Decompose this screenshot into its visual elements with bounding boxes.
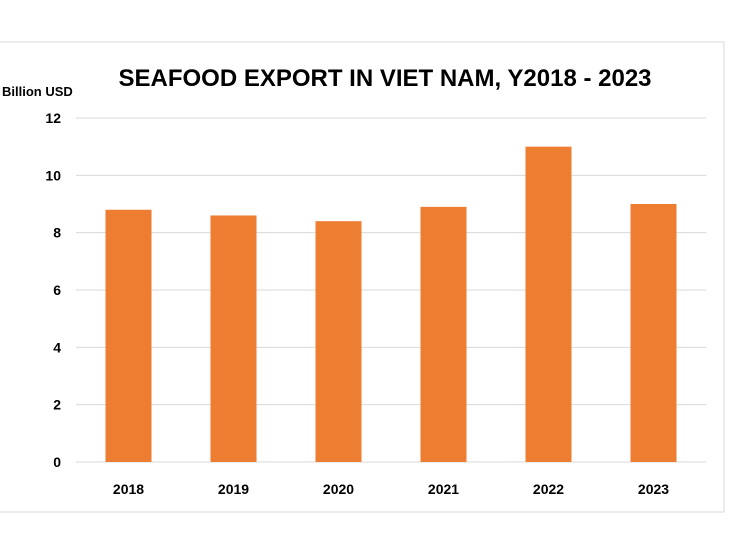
chart-title: SEAFOOD EXPORT IN VIET NAM, Y2018 - 2023 bbox=[118, 65, 651, 92]
x-tick-label-2018: 2018 bbox=[113, 481, 144, 497]
bar-2023 bbox=[630, 204, 677, 462]
bar-2019 bbox=[210, 215, 257, 462]
y-axis-ticks: 0 2 4 6 8 10 12 bbox=[45, 110, 61, 470]
bar-2022 bbox=[525, 146, 572, 462]
y-tick-label-8: 8 bbox=[53, 225, 61, 241]
x-tick-label-2020: 2020 bbox=[323, 481, 354, 497]
bar-2020 bbox=[315, 221, 362, 462]
chart-border bbox=[0, 41, 725, 513]
y-tick-label-6: 6 bbox=[53, 282, 61, 298]
x-tick-label-2023: 2023 bbox=[638, 481, 669, 497]
y-tick-label-2: 2 bbox=[53, 397, 61, 413]
x-tick-label-2022: 2022 bbox=[533, 481, 564, 497]
y-tick-label-10: 10 bbox=[45, 167, 61, 183]
y-tick-label-4: 4 bbox=[53, 339, 61, 355]
x-tick-label-2019: 2019 bbox=[218, 481, 249, 497]
y-tick-label-0: 0 bbox=[53, 454, 61, 470]
x-axis-ticks: 2018 2019 2020 2021 2022 2023 bbox=[113, 481, 669, 497]
bars bbox=[105, 146, 677, 462]
bar-2018 bbox=[105, 209, 152, 462]
gridlines bbox=[76, 117, 706, 463]
y-unit-label: Billion USD bbox=[2, 84, 73, 99]
bar-2021 bbox=[420, 206, 467, 462]
x-tick-label-2021: 2021 bbox=[428, 481, 459, 497]
y-tick-label-12: 12 bbox=[45, 110, 61, 126]
